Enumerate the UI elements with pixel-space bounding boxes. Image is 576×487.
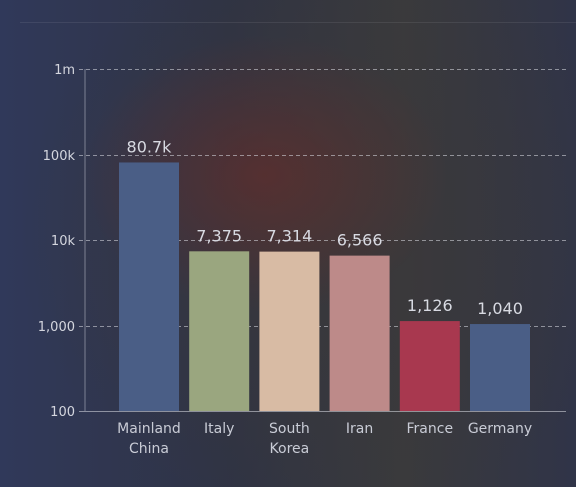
x-tick-label: France [407,421,454,437]
top-divider [20,22,576,23]
bar [189,251,250,411]
data-label: 7,375 [196,226,242,245]
bar [329,255,390,411]
data-label: 1,040 [477,299,523,318]
data-label: 6,566 [337,231,383,250]
y-tick-label: 10k [51,234,76,249]
x-tick-label: South Korea [269,421,310,457]
y-tick-label: 1,000 [38,320,75,335]
x-tick-label: Mainland China [117,421,181,457]
x-tick-label: Italy [204,421,234,437]
bar-layer [119,162,530,411]
data-label: 1,126 [407,296,453,315]
label-layer: 80.7k Mainland China 7,375 Italy 7,314 South Ko… [117,137,532,457]
data-label: 7,314 [266,227,312,246]
bar [470,324,530,411]
x-tick-label: Germany [468,421,532,437]
bar [119,162,179,411]
bar [259,251,320,411]
data-label: 80.7k [127,137,173,156]
grid-layer [79,69,566,412]
axis-layer: 100 1,000 10k 100k 1m [38,63,86,420]
y-tick-label: 100k [43,149,76,164]
bar [399,321,460,411]
x-tick-label: Iran [346,421,373,437]
y-tick-label: 1m [54,63,75,78]
y-tick-label: 100 [50,405,75,420]
